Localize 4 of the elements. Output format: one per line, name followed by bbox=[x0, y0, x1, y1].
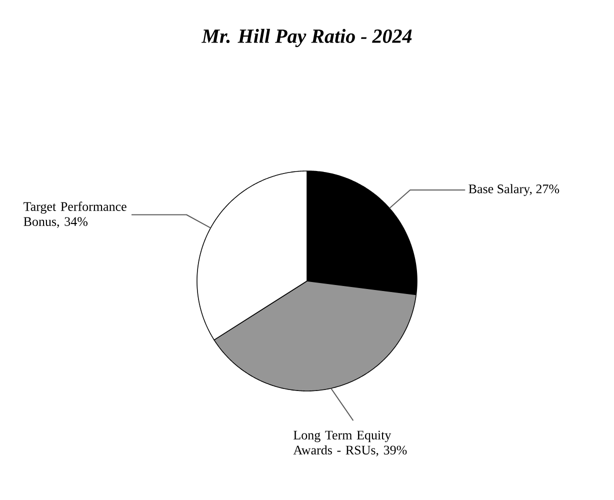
slice-label: Base Salary, 27% bbox=[468, 184, 560, 196]
slice-label: Target Performance Bonus, 34% bbox=[24, 202, 126, 228]
chart-title: Mr. Hill Pay Ratio - 2024 bbox=[201, 28, 412, 48]
slice-label: Long Term Equity Awards - RSUs, 39% bbox=[293, 430, 407, 456]
